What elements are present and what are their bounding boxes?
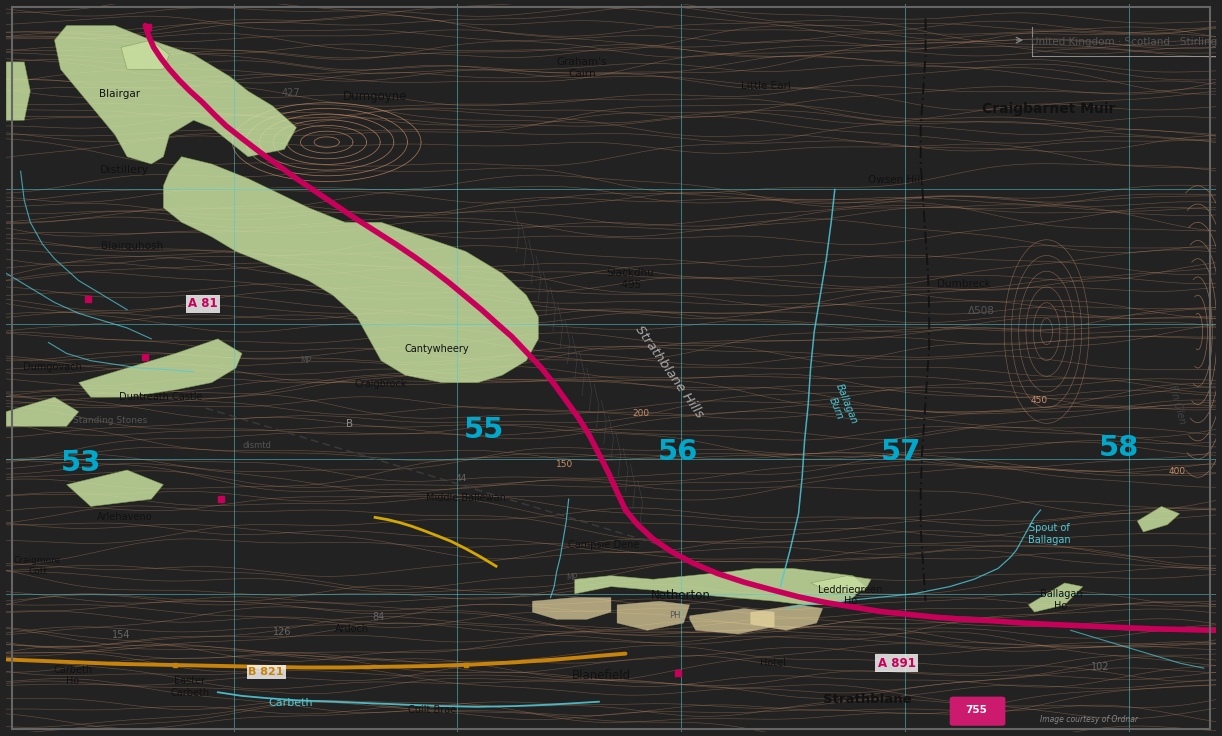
Polygon shape xyxy=(533,598,611,620)
Polygon shape xyxy=(1138,506,1179,532)
Text: MP: MP xyxy=(567,573,578,582)
Text: Graham's
Cairn: Graham's Cairn xyxy=(557,57,607,79)
Text: 57: 57 xyxy=(881,438,921,466)
Text: 102: 102 xyxy=(1090,662,1110,672)
Text: Cantywheery: Cantywheery xyxy=(404,344,469,354)
Text: 154: 154 xyxy=(111,631,131,640)
Text: 427: 427 xyxy=(281,88,299,98)
Text: Cuilt Brae: Cuilt Brae xyxy=(408,706,456,715)
Text: 200: 200 xyxy=(633,408,650,417)
Text: 55: 55 xyxy=(464,416,505,444)
Polygon shape xyxy=(810,576,871,594)
Text: B 821: B 821 xyxy=(248,667,284,677)
Text: Strathblane Hills: Strathblane Hills xyxy=(632,323,706,420)
Text: Dumbreck: Dumbreck xyxy=(937,279,991,289)
Text: Strathblane: Strathblane xyxy=(824,693,912,706)
Text: United Kingdom · Scotland · Stirling: United Kingdom · Scotland · Stirling xyxy=(1031,37,1217,46)
Polygon shape xyxy=(67,470,164,506)
Text: Δ508: Δ508 xyxy=(968,306,995,316)
Text: Leddriegreen
Ho: Leddriegreen Ho xyxy=(819,584,882,606)
Text: Blairquhosh: Blairquhosh xyxy=(101,241,163,250)
Text: Ardoch: Ardoch xyxy=(335,624,369,634)
Text: Carbeth: Carbeth xyxy=(268,698,313,708)
Text: Arlehaveno: Arlehaveno xyxy=(97,512,153,522)
Text: Distillery: Distillery xyxy=(100,165,149,175)
Text: Hotel: Hotel xyxy=(760,658,786,668)
Text: Little Earl: Little Earl xyxy=(741,81,791,91)
Text: 755: 755 xyxy=(965,706,987,715)
Text: Spout of
Ballagan: Spout of Ballagan xyxy=(1028,523,1070,545)
Text: 56: 56 xyxy=(657,438,698,466)
Text: 44: 44 xyxy=(456,474,467,484)
Polygon shape xyxy=(574,568,865,605)
Polygon shape xyxy=(6,62,31,120)
Text: Image courtesy of Ordnar: Image courtesy of Ordnar xyxy=(1040,715,1138,723)
Text: Campsie Dene: Campsie Dene xyxy=(568,540,639,550)
Polygon shape xyxy=(78,339,242,397)
Text: Duntreath Castle: Duntreath Castle xyxy=(120,392,203,402)
Text: PH: PH xyxy=(670,611,681,620)
Text: Ballagan
Burn: Ballagan Burn xyxy=(822,382,859,430)
Text: Easter
Carbeth: Easter Carbeth xyxy=(170,676,209,698)
Text: 58: 58 xyxy=(1099,434,1139,462)
Text: dismtd: dismtd xyxy=(242,442,271,450)
Text: 84: 84 xyxy=(373,612,385,622)
Text: Owsen Hill: Owsen Hill xyxy=(868,175,923,185)
Polygon shape xyxy=(55,26,297,164)
Text: 150: 150 xyxy=(556,460,573,469)
Text: Slackdhu
·495: Slackdhu ·495 xyxy=(606,269,654,290)
Text: Ballagan
Ho: Ballagan Ho xyxy=(1040,589,1083,610)
Polygon shape xyxy=(1029,583,1083,612)
Text: Dumgovach: Dumgovach xyxy=(23,361,82,372)
Polygon shape xyxy=(164,157,539,383)
Text: Carbeth
Ho: Carbeth Ho xyxy=(53,665,92,686)
Text: Dumgoyne: Dumgoyne xyxy=(343,91,407,104)
Text: 450: 450 xyxy=(1030,396,1047,406)
Text: Craigbarnet Muir: Craigbarnet Muir xyxy=(982,102,1116,116)
Text: Standing Stones: Standing Stones xyxy=(73,416,148,425)
Polygon shape xyxy=(6,397,78,426)
Text: 126: 126 xyxy=(273,627,291,637)
Text: Middle Ballewan: Middle Ballewan xyxy=(426,492,506,503)
Text: A 891: A 891 xyxy=(877,657,915,670)
Text: Blairgar: Blairgar xyxy=(99,89,141,99)
Polygon shape xyxy=(689,609,775,634)
Text: 53: 53 xyxy=(61,449,101,477)
Text: A 81: A 81 xyxy=(188,297,218,311)
Text: Craigmore
Cott: Craigmore Cott xyxy=(13,556,61,576)
FancyBboxPatch shape xyxy=(949,696,1006,726)
Text: Blanefield: Blanefield xyxy=(572,669,631,682)
Polygon shape xyxy=(750,605,822,630)
Text: MP: MP xyxy=(301,356,312,365)
Polygon shape xyxy=(121,40,170,69)
Polygon shape xyxy=(617,601,689,630)
Text: 400: 400 xyxy=(1168,467,1185,476)
Text: Fin Glen: Fin Glen xyxy=(1167,383,1188,425)
Text: Netherton: Netherton xyxy=(651,589,711,602)
Text: Craigbrock: Craigbrock xyxy=(354,379,407,389)
Text: B: B xyxy=(346,419,353,429)
